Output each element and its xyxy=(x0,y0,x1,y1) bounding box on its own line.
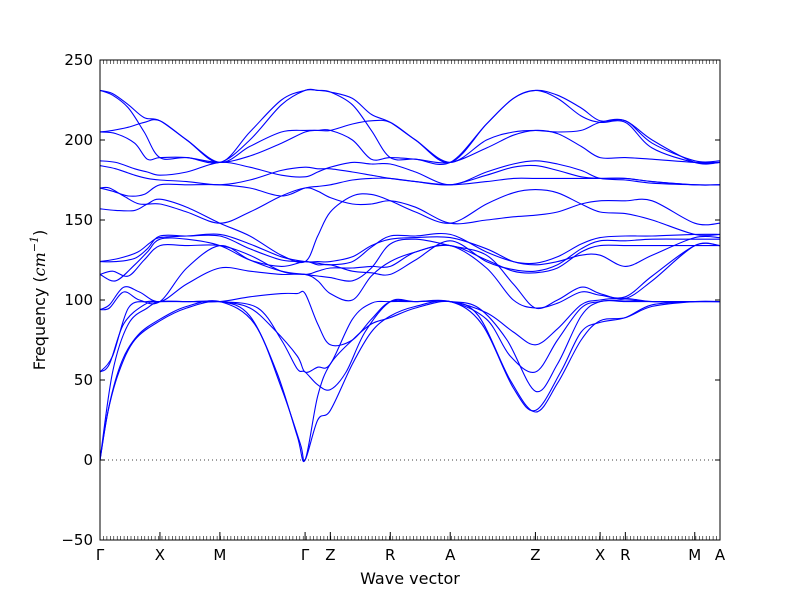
y-axis-label-unit: cm xyxy=(30,252,49,276)
x-tick-label: X xyxy=(155,546,165,564)
phonon-branch-line xyxy=(100,129,720,164)
y-tick-label: 50 xyxy=(74,371,93,389)
y-tick-label: −50 xyxy=(61,531,93,549)
phonon-branch-line xyxy=(100,189,720,264)
phonon-branch-line xyxy=(100,88,720,165)
y-tick-label: 0 xyxy=(83,451,93,469)
x-tick-label: A xyxy=(715,546,726,564)
phonon-branch-line xyxy=(100,299,720,373)
y-axis-label-exponent: −1 xyxy=(28,236,41,252)
y-axis-label: Frequency (cm−1) xyxy=(28,230,49,371)
phonon-branch-line xyxy=(100,242,720,311)
phonon-branch-line xyxy=(100,160,720,186)
phonon-branch-line xyxy=(100,237,720,282)
x-tick-label: Z xyxy=(325,546,335,564)
phonon-branch-line xyxy=(100,232,720,266)
phonon-branch-line xyxy=(100,186,720,226)
y-axis-label-main: Frequency ( xyxy=(30,276,49,370)
series-layer xyxy=(100,88,720,463)
phonon-branch-line xyxy=(100,300,720,462)
x-tick-label: Z xyxy=(530,546,540,564)
phonon-branch-line xyxy=(100,164,720,186)
x-tick-label: M xyxy=(213,546,226,564)
x-tick-label: A xyxy=(445,546,456,564)
phonon-branch-line xyxy=(100,243,720,277)
phonon-branch-line xyxy=(100,89,720,166)
plot-area xyxy=(100,88,720,463)
phonon-branch-line xyxy=(100,238,720,311)
x-tick-label: R xyxy=(385,546,395,564)
plot-frame xyxy=(99,59,721,541)
y-tick-label: 150 xyxy=(64,211,93,229)
x-tick-label: Γ xyxy=(96,546,105,564)
x-tick-label: R xyxy=(620,546,630,564)
y-tick-label: 200 xyxy=(64,131,93,149)
phonon-branch-line xyxy=(100,233,720,267)
y-tick-label: 100 xyxy=(64,291,93,309)
x-tick-label: Γ xyxy=(301,546,310,564)
x-tick-label: X xyxy=(595,546,605,564)
y-axis-label-close: ) xyxy=(30,230,49,236)
y-tick-label: 250 xyxy=(64,51,93,69)
x-axis-label: Wave vector xyxy=(360,569,460,588)
x-tick-label: M xyxy=(688,546,701,564)
